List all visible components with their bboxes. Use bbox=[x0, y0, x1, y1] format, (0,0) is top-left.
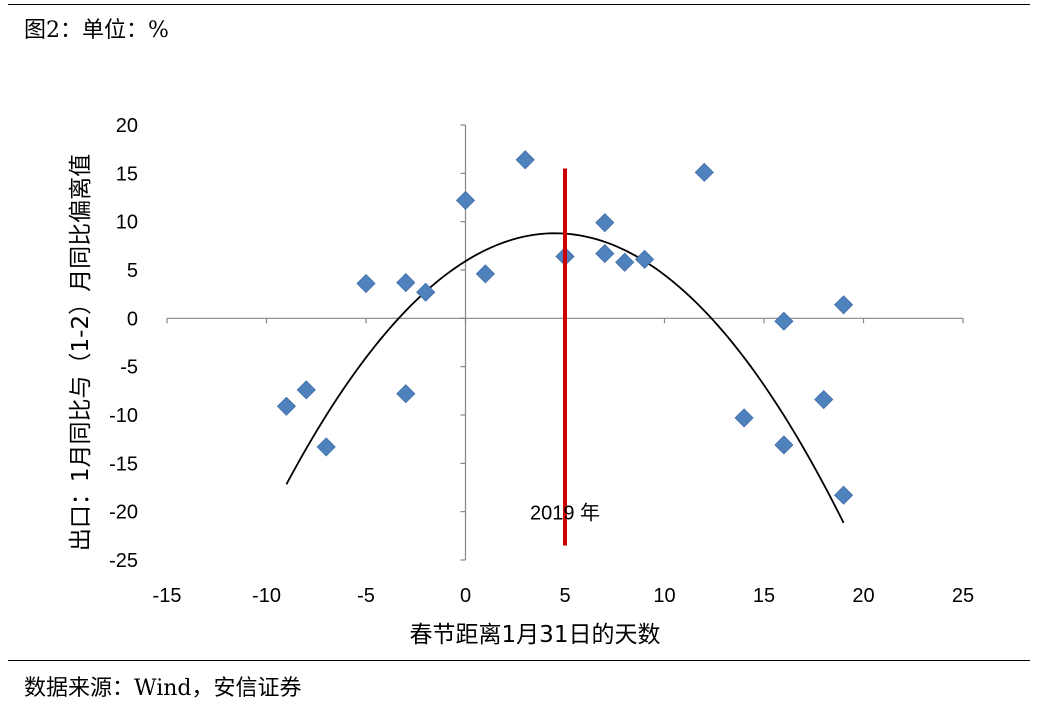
data-point bbox=[455, 190, 476, 210]
data-point bbox=[694, 162, 714, 182]
y-tick-label: -20 bbox=[109, 502, 138, 524]
data-point bbox=[416, 282, 436, 302]
data-point bbox=[774, 435, 794, 455]
data-point bbox=[595, 244, 615, 264]
data-point bbox=[396, 384, 416, 404]
y-tick-label: 10 bbox=[116, 212, 138, 234]
x-axis-label: 春节距离1月31日的天数 bbox=[410, 622, 661, 648]
y-tick-label: -15 bbox=[109, 453, 138, 475]
x-tick-label: 10 bbox=[653, 585, 675, 607]
data-point bbox=[734, 408, 754, 428]
y-tick-label: 5 bbox=[127, 260, 138, 282]
y-axis-label: 出口：1月同比与（1-2）月同比偏离值 bbox=[68, 154, 94, 551]
y-tick-label: -25 bbox=[109, 550, 138, 572]
figure-title: 图2：单位：% bbox=[24, 18, 169, 43]
y-tick-label: -10 bbox=[109, 405, 138, 427]
data-point bbox=[774, 311, 794, 331]
data-point bbox=[475, 264, 495, 284]
x-tick-label: -15 bbox=[153, 585, 182, 607]
y-tick-label: 15 bbox=[116, 163, 138, 185]
top-rule bbox=[8, 4, 1030, 5]
data-point bbox=[834, 295, 854, 315]
data-point bbox=[595, 213, 615, 233]
data-point bbox=[276, 396, 296, 416]
data-point bbox=[814, 389, 834, 410]
y-tick-label: 0 bbox=[127, 308, 138, 330]
source-note: 数据来源：Wind，安信证券 bbox=[24, 676, 302, 701]
y-tick-labels: 20 15 10 5 0 -5 -10 -15 -20 -25 bbox=[109, 115, 138, 572]
data-points bbox=[276, 150, 854, 505]
data-point bbox=[356, 273, 376, 294]
year-marker-label: 2019 年 bbox=[530, 501, 600, 524]
x-tick-label: 25 bbox=[952, 585, 974, 607]
x-tick-label: 0 bbox=[460, 585, 471, 607]
year-marker: 2019 年 bbox=[530, 168, 600, 546]
data-point bbox=[316, 437, 336, 457]
x-tick-label: 20 bbox=[852, 585, 874, 607]
bottom-rule bbox=[8, 660, 1030, 661]
data-point bbox=[396, 273, 416, 293]
x-tick-labels: -15 -10 -5 0 5 10 15 20 25 bbox=[153, 585, 975, 607]
data-point bbox=[615, 252, 635, 272]
y-tick-label: 20 bbox=[116, 115, 138, 137]
x-tick-label: 15 bbox=[753, 585, 775, 607]
data-point bbox=[834, 485, 854, 505]
x-tick-label: 5 bbox=[559, 585, 570, 607]
x-tick-label: -10 bbox=[252, 585, 281, 607]
data-point bbox=[296, 380, 316, 400]
y-tick-label: -5 bbox=[120, 357, 138, 379]
x-tick-label: -5 bbox=[357, 585, 375, 607]
data-point bbox=[515, 150, 535, 170]
data-point bbox=[635, 249, 655, 269]
